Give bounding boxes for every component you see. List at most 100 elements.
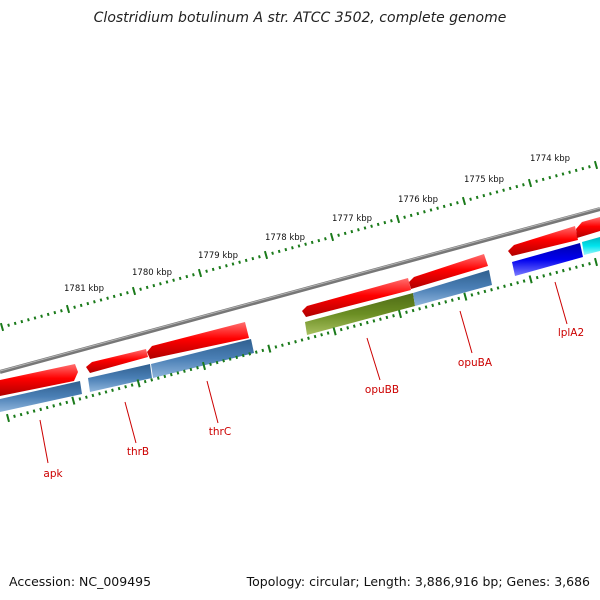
minor-tick — [178, 276, 182, 281]
minor-tick — [555, 270, 559, 275]
minor-tick — [86, 301, 90, 306]
minor-tick — [339, 327, 343, 332]
major-tick — [398, 309, 402, 319]
minor-tick — [19, 412, 23, 417]
minor-tick — [444, 300, 448, 304]
gene-label-opuBB: opuBB — [365, 384, 399, 396]
minor-tick — [251, 256, 255, 261]
map-title: Clostridium botulinum A str. ATCC 3502, … — [93, 10, 507, 26]
minor-tick — [516, 281, 519, 285]
minor-tick — [169, 372, 173, 377]
minor-tick — [326, 331, 330, 335]
minor-tick — [284, 247, 288, 252]
minor-tick — [307, 336, 310, 340]
minor-tick — [496, 286, 500, 290]
minor-tick — [45, 405, 49, 410]
minor-tick — [383, 220, 387, 225]
minor-tick — [385, 315, 389, 320]
major-tick — [65, 304, 71, 314]
minor-tick — [150, 378, 154, 382]
minor-tick — [409, 213, 413, 218]
leader-thrC — [206, 380, 219, 424]
feature-opuBA-track2 — [413, 270, 492, 306]
inner-scale-ticks — [6, 257, 598, 423]
minor-tick — [176, 371, 180, 375]
minor-tick — [277, 249, 281, 254]
major-tick — [0, 322, 5, 332]
minor-tick — [91, 393, 95, 398]
minor-tick — [489, 192, 492, 196]
minor-tick — [392, 314, 395, 318]
minor-tick — [535, 179, 538, 183]
minor-tick — [313, 334, 317, 339]
minor-tick — [53, 310, 57, 315]
minor-tick — [320, 333, 323, 337]
minor-tick — [244, 258, 248, 263]
scale-label: 1774 kbp — [530, 154, 570, 164]
minor-tick — [418, 307, 421, 311]
minor-tick — [515, 184, 519, 189]
minor-tick — [58, 402, 62, 406]
minor-tick — [509, 282, 513, 287]
minor-tick — [231, 262, 235, 266]
feature-edge-forward — [576, 217, 600, 238]
minor-tick — [185, 274, 189, 279]
minor-tick — [183, 369, 186, 373]
minor-tick — [218, 265, 222, 270]
minor-tick — [477, 291, 480, 295]
scale-label: 1778 kbp — [265, 233, 305, 243]
minor-tick — [165, 280, 169, 284]
minor-tick — [379, 317, 382, 321]
major-tick — [527, 178, 533, 188]
gene-label-thrB: thrB — [127, 446, 149, 458]
major-tick — [593, 160, 599, 170]
major-tick — [463, 292, 468, 301]
major-tick — [202, 361, 206, 371]
major-tick — [594, 257, 598, 267]
minor-tick — [450, 298, 454, 302]
minor-tick — [106, 296, 109, 300]
minor-tick — [376, 222, 380, 227]
minor-tick — [503, 284, 506, 288]
minor-tick — [405, 310, 408, 314]
major-tick — [395, 214, 401, 224]
minor-tick — [469, 197, 472, 201]
leader-opuBA — [459, 310, 473, 354]
leader-thrB — [124, 401, 137, 444]
gene-labels: apk thrB thrC opuBB opuBA lplA2 — [43, 327, 584, 480]
minor-tick — [294, 340, 297, 344]
minor-tick — [346, 326, 350, 330]
major-tick — [461, 196, 467, 206]
major-tick — [6, 413, 10, 423]
minor-tick — [241, 353, 245, 358]
minor-tick — [475, 195, 479, 200]
minor-tick — [548, 175, 552, 180]
minor-tick — [99, 298, 103, 302]
minor-tick — [130, 383, 134, 387]
minor-tick — [79, 303, 83, 308]
minor-tick — [112, 294, 116, 299]
minor-tick — [411, 308, 415, 313]
gene-label-opuBA: opuBA — [458, 357, 493, 369]
major-tick — [263, 250, 269, 260]
minor-tick — [163, 374, 167, 379]
minor-tick — [73, 305, 76, 309]
minor-tick — [470, 293, 474, 297]
minor-tick — [222, 359, 225, 363]
minor-tick — [111, 388, 114, 392]
minor-tick — [541, 177, 545, 182]
leader-apk — [39, 419, 49, 464]
minor-tick — [196, 366, 199, 370]
minor-tick — [274, 345, 278, 349]
scale-label: 1780 kbp — [132, 268, 172, 278]
minor-tick — [124, 385, 127, 389]
minor-tick — [483, 289, 487, 294]
minor-tick — [403, 215, 406, 219]
minor-tick — [46, 312, 50, 317]
gene-label-lplA2: lplA2 — [558, 327, 584, 339]
minor-tick — [20, 319, 24, 324]
minor-tick — [495, 190, 499, 194]
minor-tick — [60, 309, 63, 313]
minor-tick — [26, 411, 29, 415]
